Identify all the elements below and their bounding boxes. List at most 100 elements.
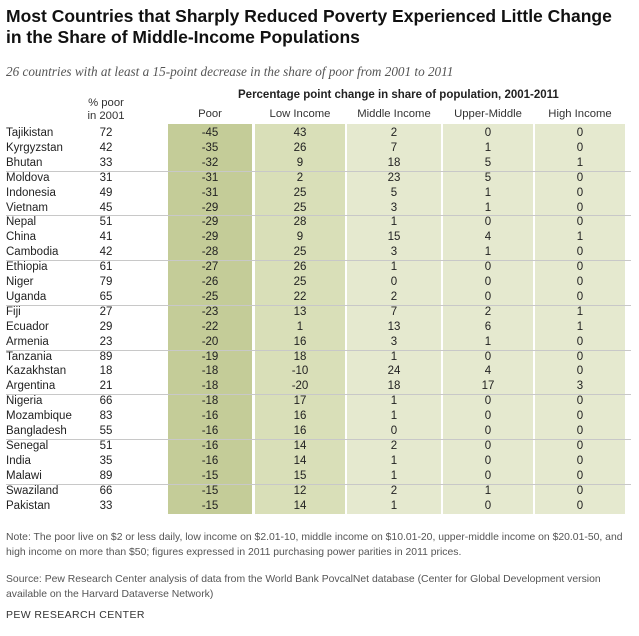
- cell-high-income-change: 0: [576, 261, 584, 274]
- cell-upper-middle-change: 1: [484, 141, 492, 154]
- cell-low-income-change: 2: [296, 171, 304, 184]
- cell-pct-poor-2001: 42: [99, 246, 113, 259]
- cell-pct-poor-2001: 65: [99, 290, 113, 303]
- cell-upper-middle-change: 1: [484, 186, 492, 199]
- cell-high-income-change: 1: [576, 320, 584, 333]
- row-group-divider: [6, 304, 631, 306]
- cell-low-income-change: 15: [293, 469, 307, 482]
- cell-high-income-change: 1: [576, 156, 584, 169]
- cell-upper-middle-change: 6: [484, 320, 492, 333]
- cell-middle-income-change: 1: [390, 499, 398, 512]
- row-group-divider: [6, 215, 631, 217]
- cell-upper-middle-change: 0: [484, 410, 492, 423]
- cell-country: Kazakhstan: [6, 365, 67, 378]
- cell-pct-poor-2001: 89: [99, 350, 113, 363]
- cell-low-income-change: 43: [293, 127, 307, 139]
- pct-poor-header: % poor in 2001: [86, 97, 126, 123]
- cell-middle-income-change: 0: [390, 276, 398, 288]
- cell-high-income-change: 0: [576, 469, 584, 482]
- cell-low-income-change: 1: [296, 320, 304, 333]
- cell-country: Ecuador: [6, 320, 49, 333]
- cell-upper-middle-change: 17: [481, 380, 495, 393]
- cell-upper-middle-change: 1: [484, 201, 492, 214]
- cell-middle-income-change: 1: [390, 261, 398, 274]
- cell-country: Bhutan: [6, 156, 43, 169]
- row-group-divider: [6, 349, 631, 351]
- cell-upper-middle-change: 0: [484, 216, 492, 229]
- cell-upper-middle-change: 0: [484, 454, 492, 467]
- cell-low-income-change: -20: [291, 380, 309, 393]
- cell-high-income-change: 0: [576, 335, 584, 348]
- cell-poor-change: -16: [201, 454, 219, 467]
- cell-middle-income-change: 2: [390, 290, 398, 303]
- cell-pct-poor-2001: 29: [99, 320, 113, 333]
- source-note: Source: Pew Research Center analysis of …: [6, 574, 601, 600]
- col-header-high-income: High Income: [548, 108, 612, 120]
- cell-high-income-change: 0: [576, 365, 584, 378]
- cell-upper-middle-change: 2: [484, 305, 492, 318]
- cell-pct-poor-2001: 66: [99, 484, 113, 497]
- row-group-divider: [6, 483, 631, 485]
- cell-upper-middle-change: 0: [484, 127, 492, 139]
- cell-low-income-change: 22: [293, 290, 307, 303]
- cell-country: Tanzania: [6, 350, 53, 363]
- cell-high-income-change: 0: [576, 201, 584, 214]
- pew-brand-logo: PEW RESEARCH CENTER: [6, 609, 145, 621]
- cell-country: China: [6, 231, 37, 244]
- col-header-middle-income: Middle Income: [357, 108, 431, 120]
- cell-upper-middle-change: 0: [484, 439, 492, 452]
- cell-low-income-change: 25: [293, 186, 307, 199]
- poor-column-bg: [168, 124, 252, 514]
- cell-middle-income-change: 1: [390, 350, 398, 363]
- cell-low-income-change: 25: [293, 246, 307, 259]
- cell-poor-change: -35: [201, 141, 219, 154]
- cell-country: Ethiopia: [6, 261, 48, 274]
- cell-high-income-change: 0: [576, 246, 584, 259]
- cell-high-income-change: 0: [576, 425, 584, 437]
- cell-pct-poor-2001: 31: [99, 171, 113, 184]
- cell-country: Mozambique: [6, 410, 72, 423]
- cell-poor-change: -16: [201, 425, 219, 437]
- cell-low-income-change: 16: [293, 335, 307, 348]
- cell-low-income-change: 12: [293, 484, 307, 497]
- cell-low-income-change: -10: [291, 365, 309, 378]
- cell-poor-change: -29: [201, 216, 219, 229]
- cell-pct-poor-2001: 51: [99, 439, 113, 452]
- cell-pct-poor-2001: 33: [99, 499, 113, 512]
- cell-low-income-change: 13: [293, 305, 307, 318]
- cell-poor-change: -15: [201, 469, 219, 482]
- cell-country: Malawi: [6, 469, 42, 482]
- cell-country: Nepal: [6, 216, 37, 229]
- cell-poor-change: -23: [201, 305, 219, 318]
- cell-high-income-change: 3: [576, 380, 584, 393]
- cell-poor-change: -26: [201, 276, 219, 288]
- cell-middle-income-change: 7: [390, 305, 398, 318]
- low-income-column-bg: [255, 124, 345, 514]
- cell-pct-poor-2001: 23: [99, 335, 113, 348]
- cell-high-income-change: 0: [576, 454, 584, 467]
- cell-high-income-change: 0: [576, 410, 584, 423]
- cell-country: Uganda: [6, 290, 47, 303]
- cell-low-income-change: 9: [296, 231, 304, 244]
- cell-country: Tajikistan: [6, 127, 54, 139]
- cell-country: Cambodia: [6, 246, 59, 259]
- cell-country: Bangladesh: [6, 425, 67, 437]
- cell-upper-middle-change: 0: [484, 395, 492, 408]
- cell-poor-change: -31: [201, 186, 219, 199]
- cell-poor-change: -29: [201, 231, 219, 244]
- cell-middle-income-change: 1: [390, 216, 398, 229]
- cell-low-income-change: 28: [293, 216, 307, 229]
- row-group-divider: [6, 170, 631, 172]
- pct-poor-header-line2: in 2001: [87, 110, 125, 122]
- cell-pct-poor-2001: 51: [99, 216, 113, 229]
- cell-middle-income-change: 13: [387, 320, 401, 333]
- cell-country: Moldova: [6, 171, 50, 184]
- cell-poor-change: -18: [201, 365, 219, 378]
- cell-upper-middle-change: 0: [484, 499, 492, 512]
- cell-upper-middle-change: 0: [484, 290, 492, 303]
- cell-low-income-change: 25: [293, 276, 307, 288]
- cell-high-income-change: 1: [576, 231, 584, 244]
- cell-middle-income-change: 1: [390, 454, 398, 467]
- cell-high-income-change: 1: [576, 305, 584, 318]
- cell-low-income-change: 26: [293, 261, 307, 274]
